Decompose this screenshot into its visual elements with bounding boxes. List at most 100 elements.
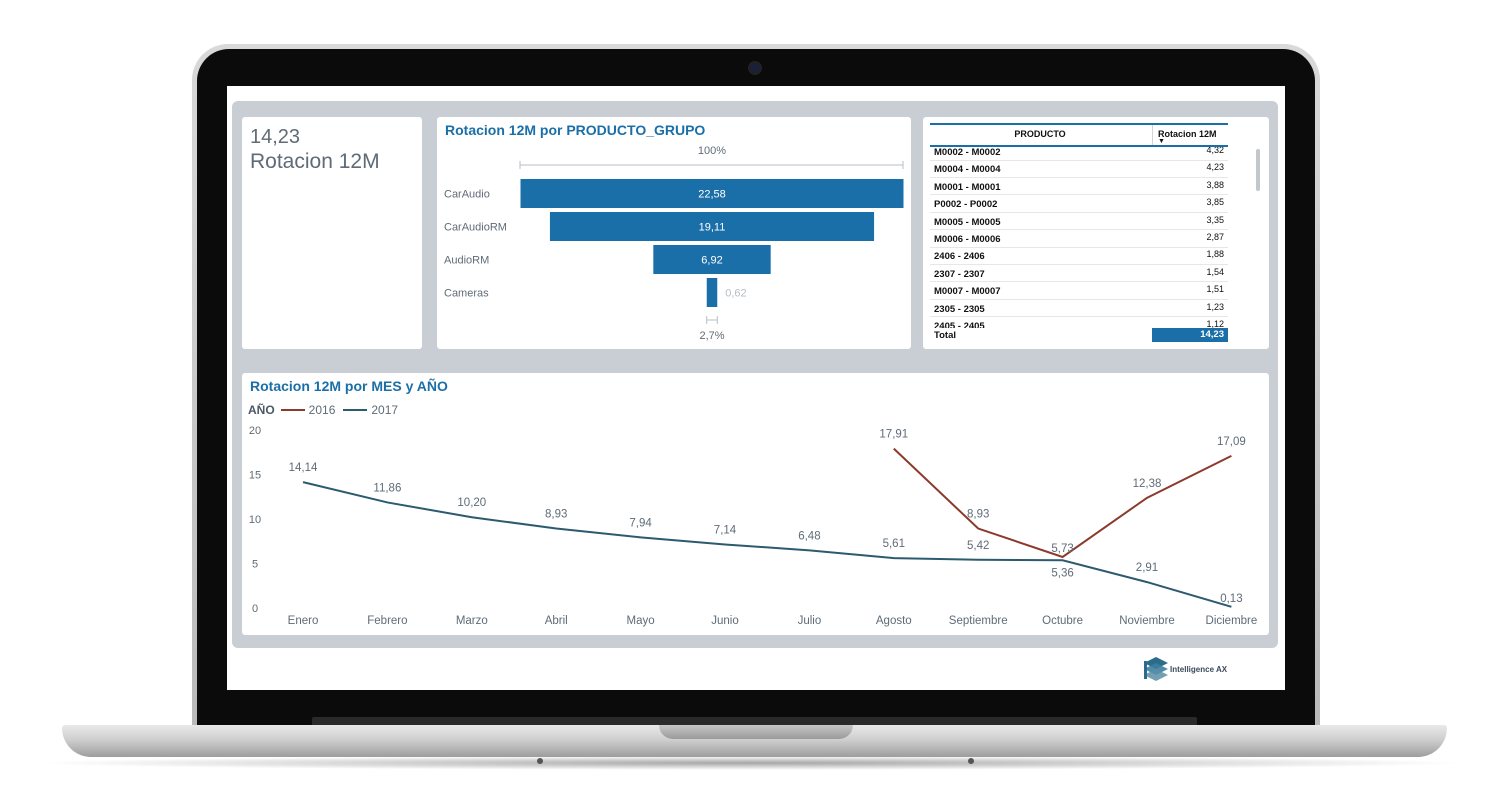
stacked-layers-logo-icon	[1144, 657, 1168, 681]
funnel-chart: 100% CarAudio 22,58 CarAudioRM 19,11 AudioRM…	[444, 145, 904, 342]
table-body[interactable]: M0002 - M0002 4,32 M0004 - M0004 4,23 M0001 …	[930, 147, 1228, 328]
funnel-top-percent: 100%	[698, 145, 726, 157]
funnel-bar[interactable]	[653, 245, 771, 274]
x-axis-tick-label: Septiembre	[949, 615, 1008, 627]
table-cell-rotacion: 2,87	[1206, 232, 1224, 242]
table-cell-producto: M0002 - M0002	[934, 147, 1001, 158]
data-label-2016: 17,09	[1217, 436, 1246, 448]
table-row[interactable]: 2405 - 2405 1,12	[930, 317, 1228, 328]
legend-item-2016[interactable]: 2016	[280, 403, 336, 417]
table-cell-rotacion: 1,54	[1206, 266, 1224, 277]
product-table-card[interactable]: PRODUCTO Rotacion 12M ▼ M0002 - M0002 4,3…	[923, 117, 1269, 349]
x-axis-tick-label: Diciembre	[1206, 615, 1258, 627]
table-row[interactable]: M0005 - M0005 3,35	[930, 213, 1228, 231]
data-label-2017: 14,14	[289, 462, 318, 474]
data-label-2017: 11,86	[373, 482, 401, 494]
legend-item-2017[interactable]: 2017	[343, 403, 398, 417]
table-row[interactable]: 2307 - 2307 1,54	[930, 265, 1228, 283]
x-axis-tick-label: Enero	[288, 615, 319, 627]
legend-title: AÑO	[248, 403, 275, 417]
table-row[interactable]: M0007 - M0007 1,51	[930, 282, 1228, 300]
camera-icon	[750, 63, 760, 73]
dashboard-canvas: 14,23 Rotacion 12M Rotacion 12M por PROD…	[232, 101, 1278, 648]
table-scrollbar[interactable]	[1256, 149, 1260, 191]
x-axis-tick-label: Julio	[798, 615, 822, 627]
table-cell-rotacion: 4,23	[1206, 162, 1224, 173]
table-cell-rotacion: 3,85	[1206, 197, 1224, 208]
table-row[interactable]: 2406 - 2406 1,88	[930, 247, 1228, 265]
funnel-bar[interactable]	[706, 278, 718, 307]
column-header-producto[interactable]: PRODUCTO	[1014, 129, 1066, 139]
table-row[interactable]: 2305 - 2305 1,23	[930, 300, 1228, 318]
y-axis-tick-label: 5	[252, 559, 258, 571]
funnel-category-label: Cameras	[444, 288, 489, 300]
funnel-category-label: AudioRM	[444, 255, 489, 267]
x-axis-tick-label: Febrero	[367, 615, 407, 627]
funnel-bar-value-label: 6,92	[701, 255, 722, 267]
table-cell-producto: 2405 - 2405	[934, 321, 985, 328]
table-cell-rotacion: 1,23	[1206, 301, 1224, 312]
laptop-shadow	[30, 756, 1470, 770]
kpi-value: 14,23	[250, 126, 301, 148]
table-cell-producto: M0004 - M0004	[934, 164, 1001, 176]
table-row[interactable]: M0006 - M0006 2,87	[930, 230, 1228, 248]
kpi-label: Rotacion 12M	[250, 150, 380, 173]
table-row[interactable]: P0002 - P0002 3,85	[930, 195, 1228, 213]
data-label-2017: 2,91	[1136, 562, 1158, 574]
funnel-bar-value-label: 22,58	[698, 189, 726, 201]
brand-logo-text: Intelligence AX	[1170, 665, 1228, 674]
data-label-2017: 5,42	[967, 540, 989, 552]
table-cell-producto: M0007 - M0007	[934, 286, 1001, 298]
table-row[interactable]: M0002 - M0002 4,32	[930, 147, 1228, 161]
table-total-row: Total 14,23	[930, 328, 1228, 342]
legend-label-2017: 2017	[371, 403, 399, 417]
table-cell-producto: M0006 - M0006	[934, 234, 1001, 245]
funnel-bar[interactable]	[520, 179, 904, 208]
line-chart-card[interactable]: Rotacion 12M por MES y AÑO AÑO 2016 2017…	[242, 373, 1269, 635]
table-cell-rotacion: 4,32	[1206, 147, 1224, 155]
column-header-rotacion[interactable]: Rotacion 12M ▼	[1152, 125, 1228, 145]
funnel-bar[interactable]	[549, 212, 875, 241]
column-header-rotacion-label: Rotacion 12M	[1158, 129, 1217, 139]
data-label-2016: 5,73	[1051, 543, 1073, 555]
laptop-hinge	[312, 717, 1197, 725]
table-cell-producto: 2305 - 2305	[934, 303, 985, 315]
data-label-2017: 8,93	[545, 509, 567, 521]
data-label-2016: 12,38	[1133, 478, 1162, 490]
line-chart-legend: AÑO 2016 2017	[248, 403, 406, 417]
table-total-label: Total	[934, 330, 956, 341]
x-axis-tick-label: Abril	[545, 615, 568, 627]
laptop-foot	[537, 758, 543, 764]
line-series-2017[interactable]	[302, 481, 1232, 608]
table-cell-rotacion: 1,12	[1206, 319, 1224, 328]
table-cell-producto: M0001 - M0001	[934, 181, 1001, 193]
line-series-2016[interactable]	[893, 447, 1232, 559]
funnel-bottom-percent: 2,7%	[699, 330, 724, 342]
y-axis-tick-label: 10	[249, 514, 261, 526]
legend-label-2016: 2016	[308, 403, 336, 417]
x-axis-tick-label: Junio	[711, 615, 739, 627]
x-axis-tick-label: Agosto	[876, 615, 912, 627]
table-header: PRODUCTO Rotacion 12M ▼	[930, 123, 1228, 147]
table-cell-producto: M0005 - M0005	[934, 216, 1001, 228]
table-cell-producto: 2406 - 2406	[934, 251, 985, 263]
x-axis-tick-label: Marzo	[456, 615, 488, 627]
funnel-chart-card[interactable]: Rotacion 12M por PRODUCTO_GRUPO 100% Car…	[437, 117, 911, 349]
table-row[interactable]: M0004 - M0004 4,23	[930, 160, 1228, 178]
sort-desc-icon[interactable]: ▼	[1158, 138, 1165, 145]
x-axis-tick-label: Mayo	[627, 615, 655, 627]
line-chart: 0 5 10 15 20 Enero Febrero Marzo Abril Mayo Junio J…	[249, 425, 1258, 627]
x-axis-tick-label: Octubre	[1042, 615, 1083, 627]
table-cell-rotacion: 3,35	[1206, 214, 1224, 225]
funnel-category-label: CarAudio	[444, 189, 490, 201]
data-label-2017: 6,48	[798, 530, 820, 542]
kpi-card[interactable]: 14,23 Rotacion 12M	[242, 117, 422, 349]
table-cell-rotacion: 1,51	[1206, 284, 1224, 295]
table-cell-producto: P0002 - P0002	[934, 199, 998, 211]
laptop-notch	[659, 725, 853, 739]
table-cell-rotacion: 1,88	[1206, 249, 1224, 260]
table-row[interactable]: M0001 - M0001 3,88	[930, 178, 1228, 196]
laptop-screen: 14,23 Rotacion 12M Rotacion 12M por PROD…	[227, 86, 1285, 690]
line-chart-title: Rotacion 12M por MES y AÑO	[250, 378, 448, 394]
